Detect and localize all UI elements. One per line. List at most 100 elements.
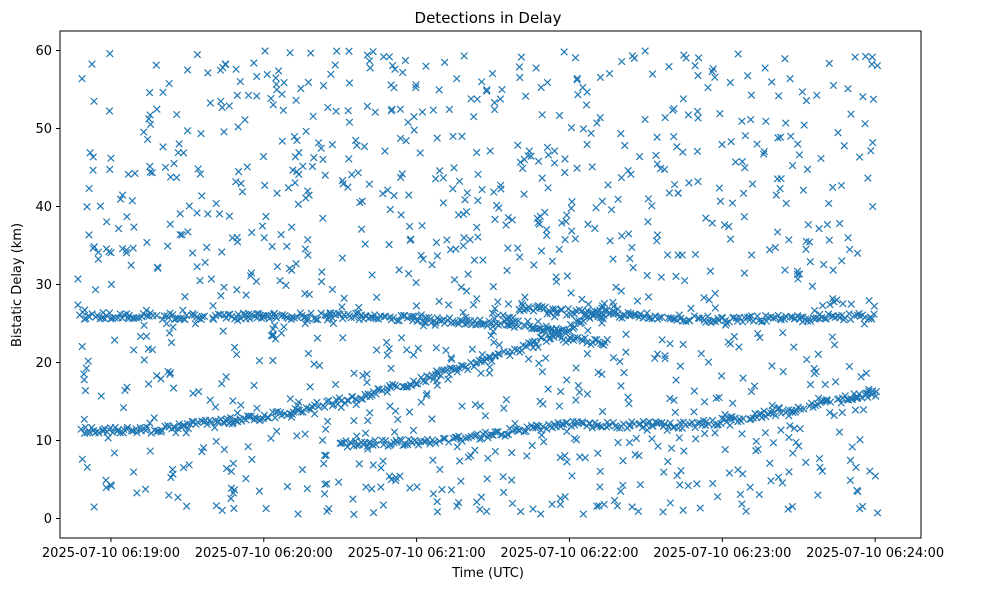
detection-marker (652, 151, 660, 160)
detection-marker (753, 329, 762, 338)
detection-marker (867, 147, 875, 155)
detection-marker (691, 61, 699, 70)
detection-marker (432, 344, 441, 352)
detection-marker (477, 434, 486, 443)
detection-marker (455, 432, 463, 440)
detection-marker (510, 345, 519, 353)
detection-marker (569, 336, 578, 345)
detection-marker (272, 80, 281, 89)
detection-marker (384, 186, 392, 194)
detection-marker (317, 309, 325, 317)
x-tick-label: 2025-07-10 06:20:00 (195, 546, 333, 561)
detection-marker (632, 434, 641, 443)
detection-marker (395, 266, 403, 274)
detection-marker (94, 255, 103, 263)
detection-marker (709, 65, 717, 73)
detection-marker (793, 140, 802, 148)
detection-marker (358, 197, 367, 205)
detection-marker (615, 313, 624, 321)
detection-marker (766, 459, 774, 467)
detection-marker (627, 170, 635, 178)
detection-marker (829, 81, 838, 90)
detection-marker (283, 482, 292, 491)
detection-marker (646, 314, 654, 322)
detection-marker (532, 64, 540, 72)
detection-marker (859, 405, 868, 414)
detection-marker (387, 107, 396, 115)
detection-marker (369, 508, 378, 517)
detection-marker (391, 476, 400, 485)
detection-marker (797, 313, 805, 321)
detection-marker (616, 487, 625, 495)
detection-marker (215, 210, 224, 218)
detection-marker (429, 456, 437, 464)
detection-marker (368, 271, 376, 279)
detection-marker (844, 233, 852, 242)
detection-marker (445, 438, 453, 446)
detection-marker (824, 310, 833, 318)
detection-marker (504, 430, 513, 439)
detection-marker (412, 278, 420, 287)
detection-marker (391, 65, 399, 74)
detection-marker (544, 184, 552, 192)
detection-marker (89, 153, 97, 161)
detection-marker (525, 147, 534, 155)
detection-marker (799, 186, 808, 194)
detection-marker (648, 435, 656, 443)
detection-marker (325, 504, 333, 513)
detection-marker (690, 408, 698, 416)
detection-marker (736, 490, 745, 499)
detection-marker (142, 332, 151, 341)
detection-marker (660, 468, 668, 476)
detection-marker (182, 502, 191, 510)
detection-marker (243, 412, 252, 420)
detection-marker (593, 502, 601, 510)
detection-marker (787, 132, 795, 141)
detection-marker (614, 195, 622, 204)
detection-marker (761, 64, 769, 72)
detection-marker (345, 118, 354, 126)
detection-marker (418, 108, 427, 116)
detection-marker (550, 159, 559, 167)
detection-marker (690, 312, 699, 320)
detection-marker (591, 224, 599, 233)
detection-marker (793, 267, 802, 275)
detection-marker (556, 500, 565, 509)
detection-marker (324, 396, 333, 405)
detection-marker (450, 276, 459, 284)
detection-marker (381, 147, 389, 155)
detection-marker (634, 507, 643, 516)
detection-marker (539, 422, 547, 431)
detection-marker (584, 326, 592, 335)
detection-marker (734, 50, 742, 58)
detection-marker (178, 231, 186, 239)
detection-marker (704, 83, 712, 92)
detection-marker (390, 83, 398, 92)
detection-marker (712, 394, 720, 402)
detection-marker (89, 244, 97, 253)
detection-marker (537, 333, 546, 342)
detection-marker (554, 326, 562, 335)
detection-marker (422, 378, 430, 386)
detection-marker (678, 251, 686, 259)
detection-marker (293, 313, 302, 322)
detection-marker (514, 322, 522, 331)
detection-marker (166, 369, 175, 377)
detection-marker (317, 277, 326, 286)
detection-marker (743, 72, 752, 80)
detection-marker (718, 140, 726, 149)
detection-marker (538, 367, 547, 376)
detection-marker (382, 338, 391, 347)
detection-marker (867, 315, 876, 323)
detection-marker (259, 152, 268, 161)
detection-marker (483, 86, 491, 94)
detection-marker (206, 99, 215, 107)
detection-marker (432, 439, 440, 447)
detection-marker (665, 62, 673, 71)
y-tick-label: 50 (35, 122, 52, 137)
detection-marker (116, 195, 125, 203)
detection-marker (462, 434, 470, 442)
detection-marker (670, 396, 678, 404)
detection-marker (491, 304, 499, 313)
detection-marker (785, 468, 793, 476)
